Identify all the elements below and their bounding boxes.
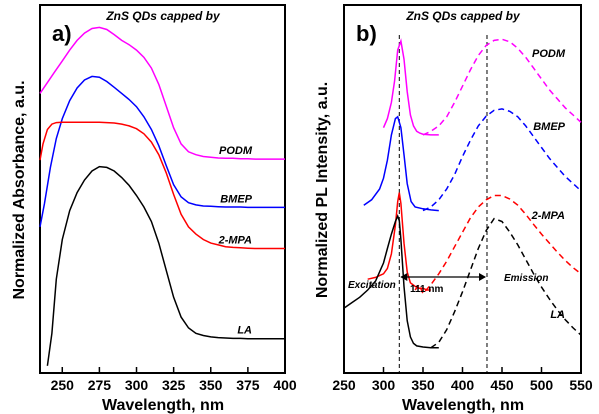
panel-b: b) ZnS QDs capped by Normalized PL Inten… [314, 4, 593, 414]
panel-b-ticks: 250 300 350 400 450 500 550 [332, 367, 593, 393]
panel-a-tick-label-300: 300 [125, 377, 149, 393]
panel-a-tick-label-275: 275 [88, 377, 112, 393]
panel-a-series-2-mpa [39, 121, 285, 250]
panel-b-tick-label-300: 300 [372, 377, 396, 393]
emission-series-bmep [422, 108, 582, 212]
excitation-series-bmep [363, 115, 439, 212]
panel-a-series-label-la: LA [237, 325, 252, 337]
panel-b-title: ZnS QDs capped by [405, 9, 521, 23]
panel-a-series-label-2-mpa: 2-MPA [218, 235, 252, 247]
panel-b-series-label-la: LA [550, 309, 565, 321]
panel-b-series-labels: PODM BMEP 2-MPA LA [531, 48, 566, 321]
panel-a-series-label-podm: PODM [219, 145, 253, 157]
panel-b-tick-label-500: 500 [530, 377, 554, 393]
panel-b-tick-label-450: 450 [490, 377, 514, 393]
panel-b-series-label-bmep: BMEP [533, 121, 565, 133]
excitation-label: Excitation [348, 280, 396, 291]
panel-a-series-podm [39, 26, 285, 160]
emission-label: Emission [504, 273, 548, 284]
panel-b-tick-label-250: 250 [332, 377, 356, 393]
panel-b-tick-label-350: 350 [411, 377, 435, 393]
panel-a-tick-label-400: 400 [273, 377, 297, 393]
shift-arrow-head-left [400, 273, 408, 281]
panel-a-ylabel: Normalized Absorbance, a.u. [11, 80, 28, 299]
panel-a-tick-label-375: 375 [236, 377, 260, 393]
panel-b-xlabel: Wavelength, nm [402, 397, 524, 414]
panel-b-reference-lines [398, 35, 488, 373]
panel-a-letter: a) [52, 21, 72, 46]
excitation-series-podm [382, 38, 439, 136]
panel-b-tick-label-400: 400 [451, 377, 475, 393]
panel-a-series-bmep [39, 75, 285, 228]
panel-b-letter: b) [356, 21, 377, 46]
panel-a: a) ZnS QDs capped by Normalized Absorban… [11, 4, 297, 414]
panel-b-annotations: Excitation Emission 111 nm [348, 273, 548, 295]
panel-a-series [39, 26, 285, 366]
panel-a-series-la [46, 165, 285, 366]
panel-b-series [343, 38, 582, 349]
panel-a-series-labels: PODM BMEP 2-MPA LA [218, 145, 253, 337]
panel-a-xlabel: Wavelength, nm [102, 397, 224, 414]
panel-a-tick-label-325: 325 [162, 377, 186, 393]
panel-a-series-label-bmep: BMEP [220, 193, 252, 205]
panel-a-title: ZnS QDs capped by [105, 9, 221, 23]
shift-arrow [400, 273, 486, 281]
panel-a-ticks: 250 275 300 325 350 375 400 [51, 367, 297, 393]
panel-b-series-label-2-mpa: 2-MPA [531, 210, 565, 222]
excitation-series-la [343, 214, 439, 349]
panel-b-series-label-podm: PODM [532, 48, 566, 60]
emission-series-la [430, 217, 582, 349]
panel-a-tick-label-350: 350 [199, 377, 223, 393]
panel-a-tick-label-250: 250 [51, 377, 75, 393]
shift-label: 111 nm [410, 284, 443, 295]
panel-b-ylabel: Normalized PL Intensity, a.u. [314, 82, 331, 298]
shift-arrow-head-right [478, 273, 486, 281]
panel-a-frame [39, 4, 286, 374]
panel-b-tick-label-550: 550 [569, 377, 593, 393]
emission-series-podm [422, 38, 582, 136]
